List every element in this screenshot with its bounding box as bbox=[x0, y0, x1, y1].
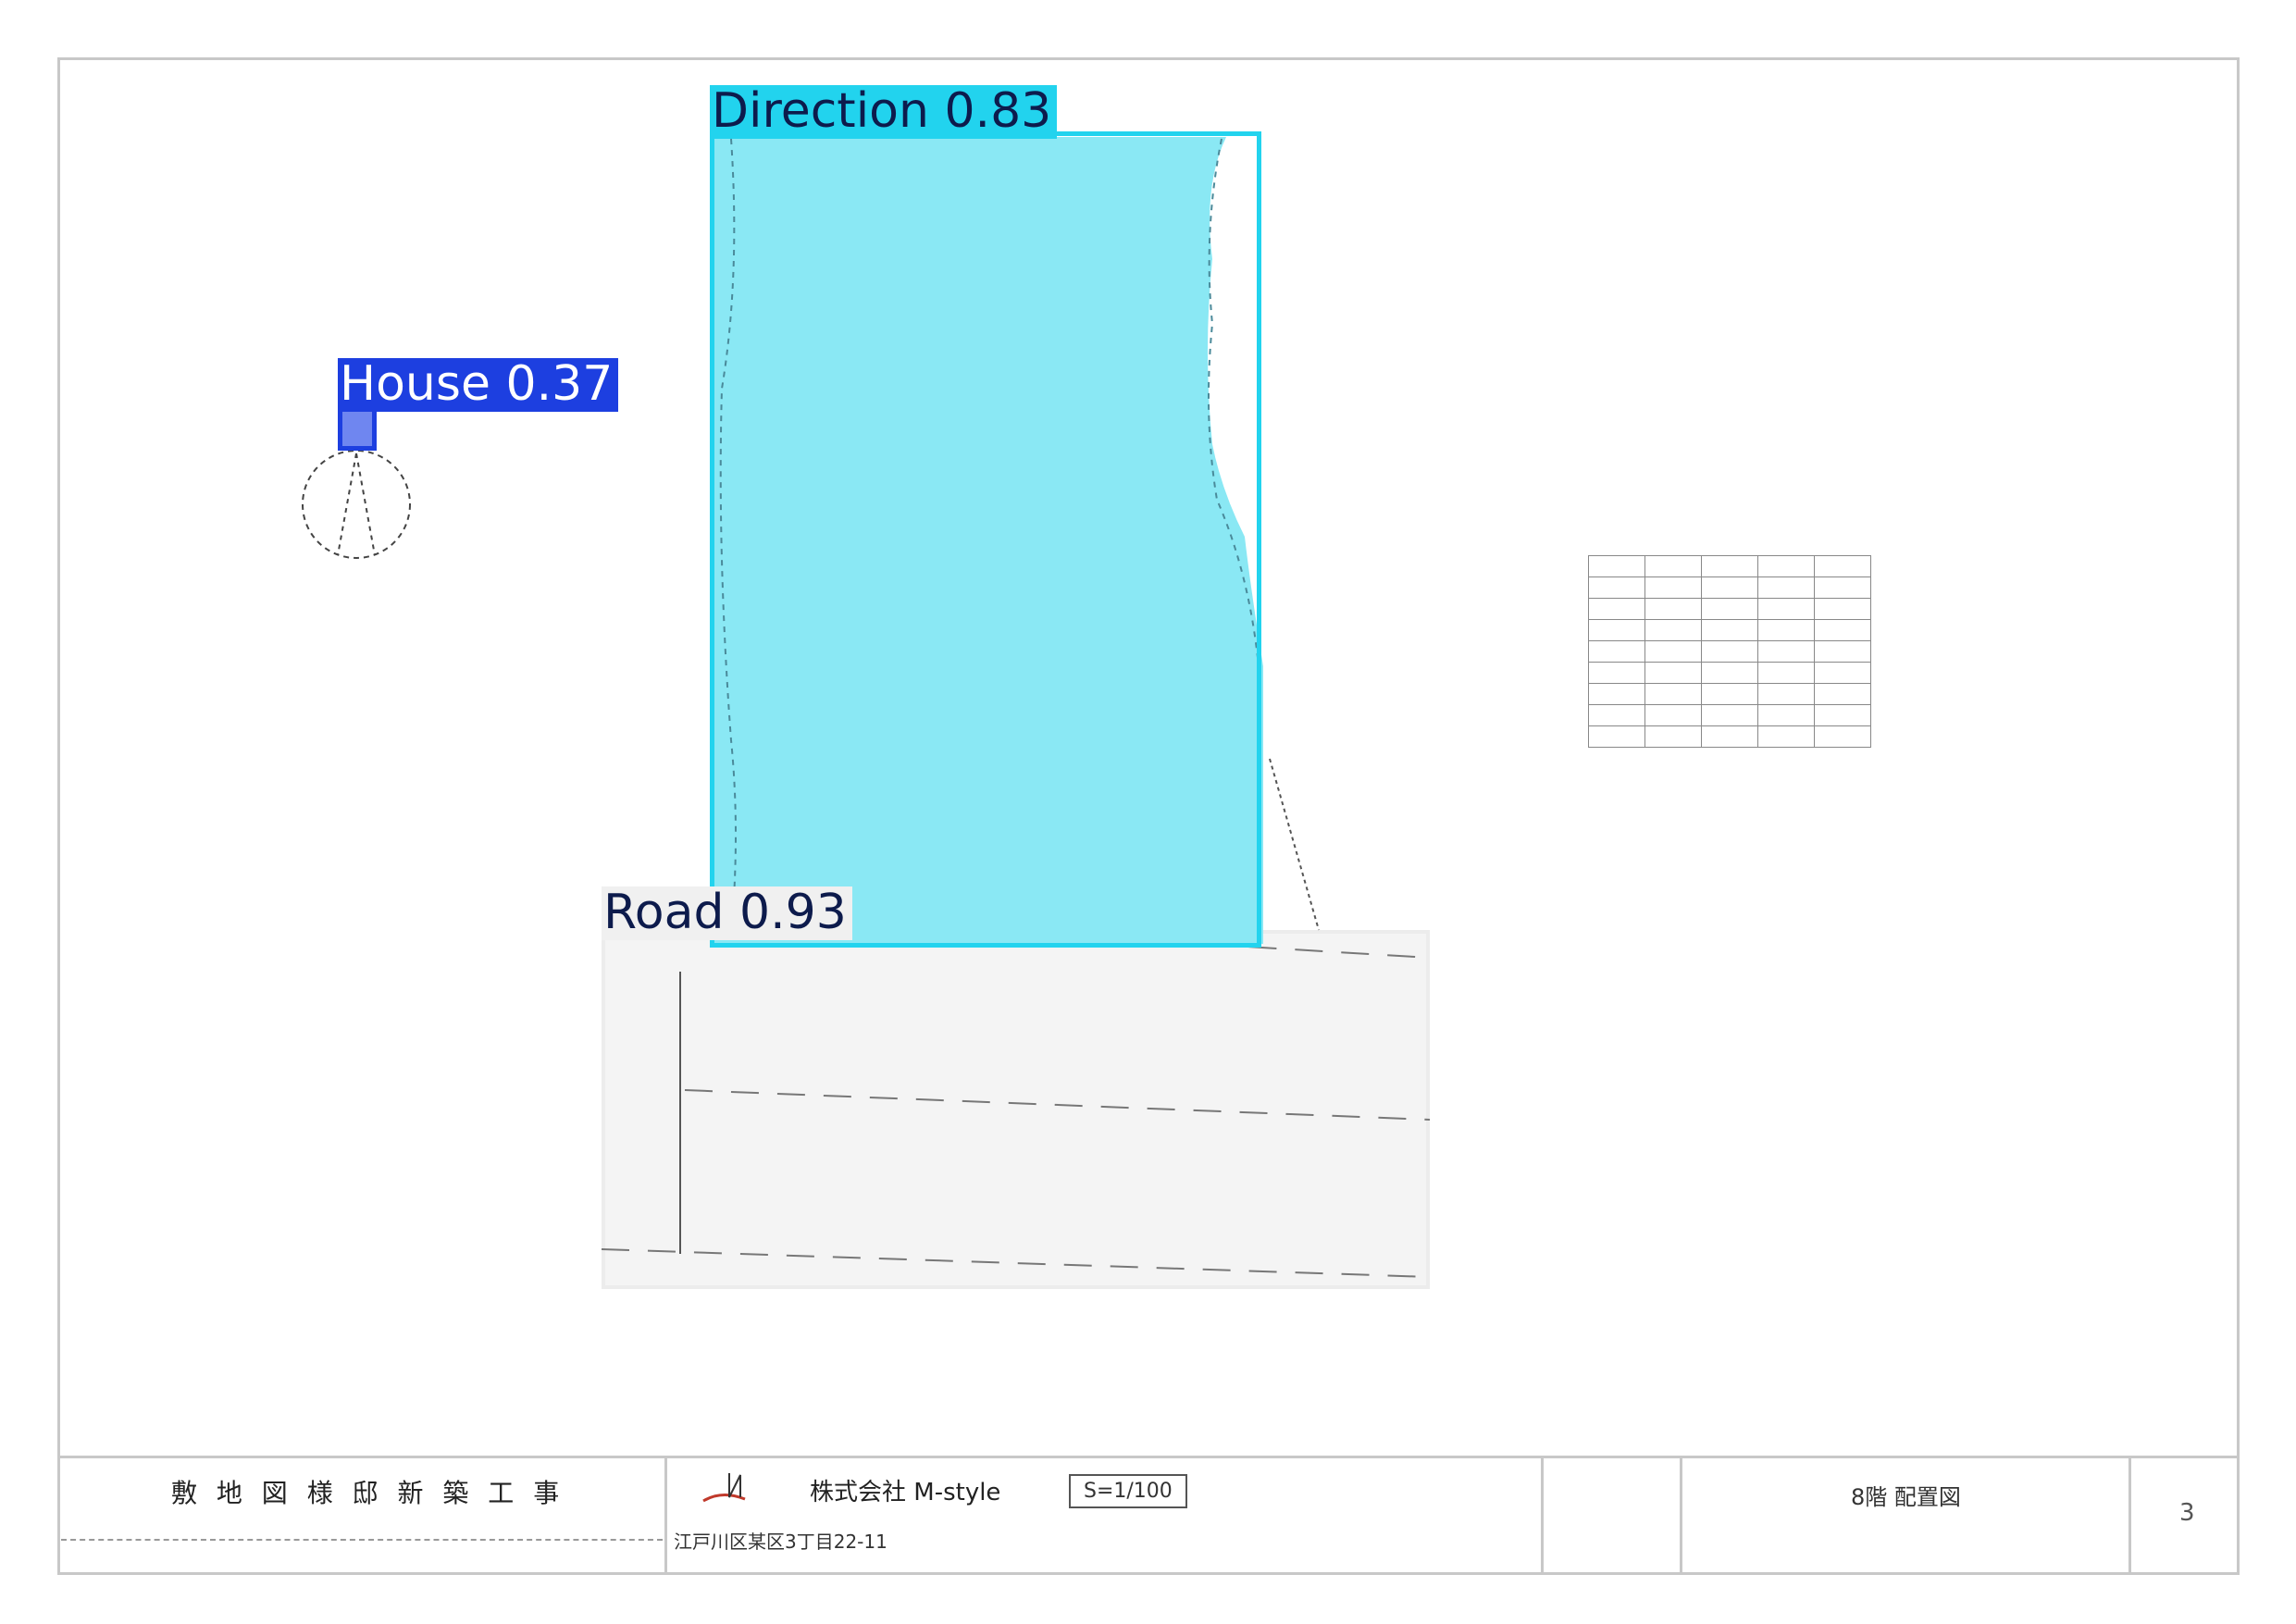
direction-bbox bbox=[710, 131, 1261, 948]
title-block-divider bbox=[1680, 1456, 1682, 1573]
title-block-divider bbox=[2128, 1456, 2131, 1573]
direction-label-score: 0.83 bbox=[944, 83, 1052, 139]
road-label-name: Road bbox=[603, 885, 725, 940]
house-label-score: 0.37 bbox=[505, 356, 614, 412]
title-block-divider bbox=[1541, 1456, 1544, 1573]
drawing-title: 8階 配置図 bbox=[1851, 1484, 1961, 1510]
compass-icon bbox=[302, 450, 411, 559]
scale-box: S=1/100 bbox=[1069, 1474, 1187, 1508]
project-name: 敷 地 図 様 邸 新 築 工 事 bbox=[171, 1478, 565, 1508]
address: 江戸川区某区3丁目22-11 bbox=[674, 1531, 887, 1553]
sheet-number: 3 bbox=[2179, 1499, 2195, 1527]
house-label-name: House bbox=[340, 356, 490, 412]
direction-label-name: Direction bbox=[712, 83, 929, 139]
road-label: Road 0.93 bbox=[602, 886, 852, 940]
title-block-divider bbox=[664, 1456, 667, 1573]
company-name: 株式会社 M-style bbox=[810, 1479, 1001, 1506]
area-table bbox=[1588, 555, 1871, 748]
title-block bbox=[59, 1456, 2238, 1576]
drawing-sheet-border bbox=[57, 57, 2240, 1575]
house-label: House 0.37 bbox=[338, 356, 619, 412]
house-bbox bbox=[338, 404, 377, 451]
direction-label: Direction 0.83 bbox=[710, 83, 1058, 139]
title-block-dashline bbox=[61, 1539, 663, 1541]
company-logo bbox=[702, 1473, 746, 1503]
road-label-score: 0.93 bbox=[739, 885, 847, 940]
